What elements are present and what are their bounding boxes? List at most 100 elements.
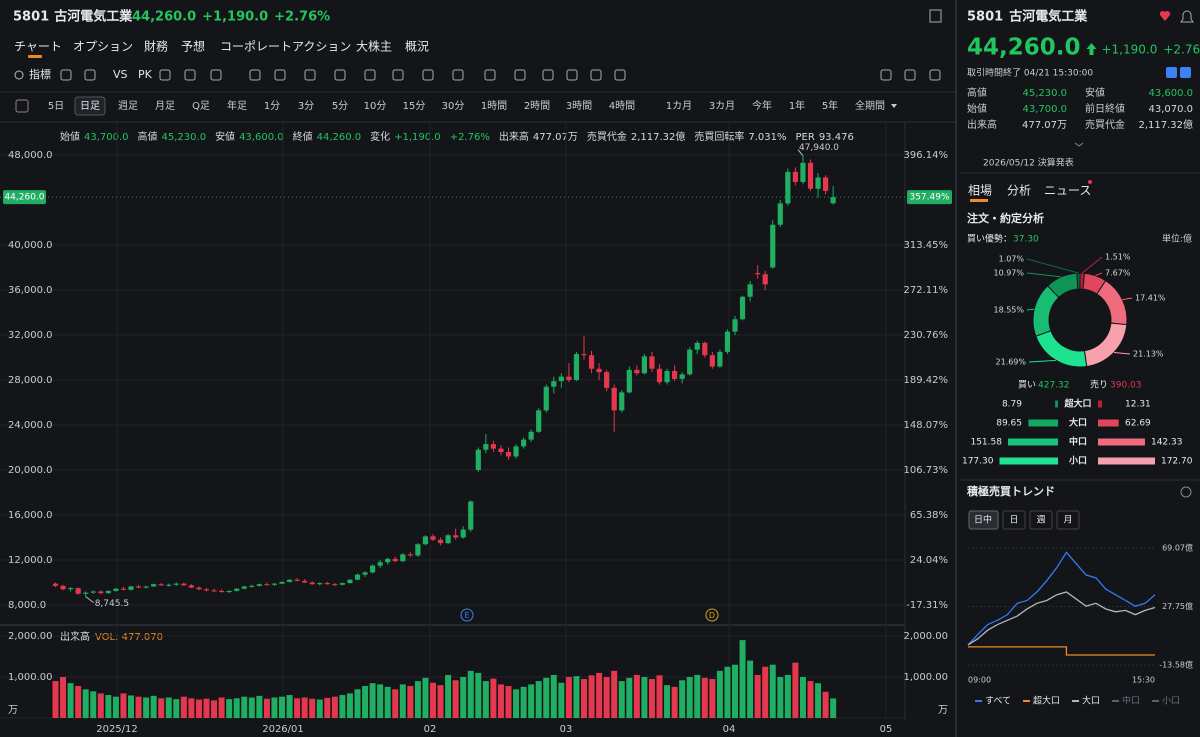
volume-bar — [807, 681, 814, 718]
period-button[interactable]: 今年 — [752, 99, 772, 112]
period-button[interactable]: 10分 — [364, 100, 387, 112]
stat-label: 売買代金 — [1085, 118, 1125, 131]
nav-tab[interactable]: オプション — [73, 40, 133, 54]
nav-tab[interactable]: 概況 — [405, 39, 429, 54]
volume-bar — [694, 674, 701, 718]
tool-icon[interactable] — [364, 69, 376, 81]
period-button[interactable]: 5分 — [332, 100, 348, 112]
period-button[interactable]: 1カ月 — [666, 100, 692, 112]
period-button[interactable]: 週足 — [118, 100, 138, 112]
tool-icon[interactable] — [904, 69, 916, 81]
period-button[interactable]: 2時間 — [524, 100, 550, 112]
expand-chevron[interactable] — [1074, 142, 1084, 147]
tool-icon[interactable] — [304, 69, 316, 81]
tool-icon[interactable] — [542, 69, 554, 81]
event-marker[interactable] — [705, 608, 719, 622]
tool-icon[interactable] — [159, 69, 171, 81]
tool-icon[interactable] — [392, 69, 404, 81]
period-button[interactable]: 1分 — [264, 100, 280, 112]
trend-tab-label[interactable]: 週 — [1036, 515, 1045, 526]
tool-icon[interactable] — [84, 69, 96, 81]
tool-icon[interactable] — [210, 69, 222, 81]
tool-icon[interactable] — [614, 69, 626, 81]
favorite-icon[interactable] — [1159, 11, 1171, 21]
tool-button[interactable]: VS — [113, 68, 128, 81]
period-button[interactable]: 4時間 — [609, 100, 635, 112]
tool-icon[interactable] — [590, 69, 602, 81]
tool-icon[interactable] — [60, 69, 72, 81]
volume-tick-label: 1,000.00 — [8, 672, 53, 683]
period-button[interactable]: 全期間 — [855, 99, 885, 112]
period-button[interactable]: 3時間 — [566, 100, 592, 112]
period-button[interactable]: 日足 — [80, 100, 100, 112]
period-button[interactable]: 1年 — [789, 99, 805, 112]
tool-icon[interactable] — [422, 69, 434, 81]
tool-icon[interactable] — [929, 69, 941, 81]
tool-icon[interactable] — [184, 69, 196, 81]
y-tick-label: 20,000.0 — [8, 465, 53, 476]
candle-body — [777, 203, 783, 225]
candle-body — [679, 374, 685, 379]
volume-bar — [211, 700, 218, 718]
period-button[interactable]: 年足 — [227, 99, 247, 112]
event-marker[interactable] — [460, 608, 474, 622]
candle-body — [762, 274, 768, 285]
nav-tab[interactable]: 予想 — [181, 39, 205, 54]
tab-underline — [970, 199, 988, 202]
nav-tab[interactable]: チャート — [14, 40, 62, 54]
nav-tab[interactable]: 大株主 — [356, 39, 392, 54]
tool-icon[interactable] — [249, 69, 261, 81]
tool-button[interactable]: PK — [138, 68, 153, 81]
tool-icon[interactable] — [880, 69, 892, 81]
donut-label: 1.51% — [1105, 253, 1131, 262]
volume-tick-label-right: 万 — [938, 705, 948, 716]
period-button[interactable]: 1時間 — [481, 100, 507, 112]
tool-icon[interactable] — [566, 69, 578, 81]
nav-tab[interactable]: 財務 — [144, 39, 168, 54]
volume-bar — [233, 698, 240, 718]
period-icon[interactable] — [15, 99, 29, 113]
volume-bar — [558, 682, 565, 718]
tool-icon[interactable] — [274, 69, 286, 81]
side-pct: +2.76% — [1163, 43, 1200, 57]
tool-icon[interactable] — [334, 69, 346, 81]
window-icon[interactable] — [929, 9, 942, 23]
tool-icon[interactable] — [484, 69, 496, 81]
period-button[interactable]: 3カ月 — [709, 100, 735, 112]
nav-tab[interactable]: コーポレートアクション — [220, 40, 351, 54]
period-button[interactable]: 3分 — [298, 100, 314, 112]
last-price-tag — [3, 190, 46, 205]
y-pct-label: 396.14% — [904, 150, 949, 161]
period-button[interactable]: 30分 — [442, 100, 465, 112]
trend-tab-label[interactable]: 月 — [1063, 515, 1072, 526]
period-button[interactable]: 月足 — [155, 100, 175, 112]
side-tab[interactable]: 分析 — [1007, 184, 1031, 198]
x-tick-label: 03 — [560, 724, 573, 735]
trend-tab[interactable] — [1056, 510, 1080, 530]
trend-tab[interactable] — [1029, 510, 1053, 530]
candle-body — [422, 536, 429, 545]
trend-tab-label[interactable]: 日 — [1009, 515, 1018, 526]
volume-bar — [346, 693, 353, 718]
trend-tab[interactable] — [1002, 510, 1026, 530]
candle-body — [672, 370, 678, 379]
y-tick-label: 32,000.0 — [8, 330, 53, 341]
candle-body — [400, 554, 406, 562]
tool-button[interactable]: 指標 — [29, 67, 51, 81]
volume-bar — [565, 677, 572, 718]
period-button[interactable]: Q足 — [192, 100, 210, 112]
help-icon[interactable] — [1180, 486, 1192, 498]
bell-icon[interactable] — [1180, 10, 1194, 23]
trend-tab-label[interactable]: 日中 — [974, 514, 992, 526]
y-pct-label: 148.07% — [904, 420, 949, 431]
tool-icon[interactable] — [514, 69, 526, 81]
period-button[interactable]: 15分 — [403, 100, 426, 112]
side-tab[interactable]: ニュース — [1044, 184, 1091, 198]
info-label: 変化 — [370, 130, 390, 143]
donut-leader — [1028, 359, 1056, 363]
side-tab[interactable]: 相場 — [968, 184, 992, 198]
info-label: 売買回転率 — [694, 130, 744, 143]
period-button[interactable]: 5年 — [822, 99, 838, 112]
tool-icon[interactable] — [452, 69, 464, 81]
period-button[interactable]: 5日 — [48, 101, 64, 112]
